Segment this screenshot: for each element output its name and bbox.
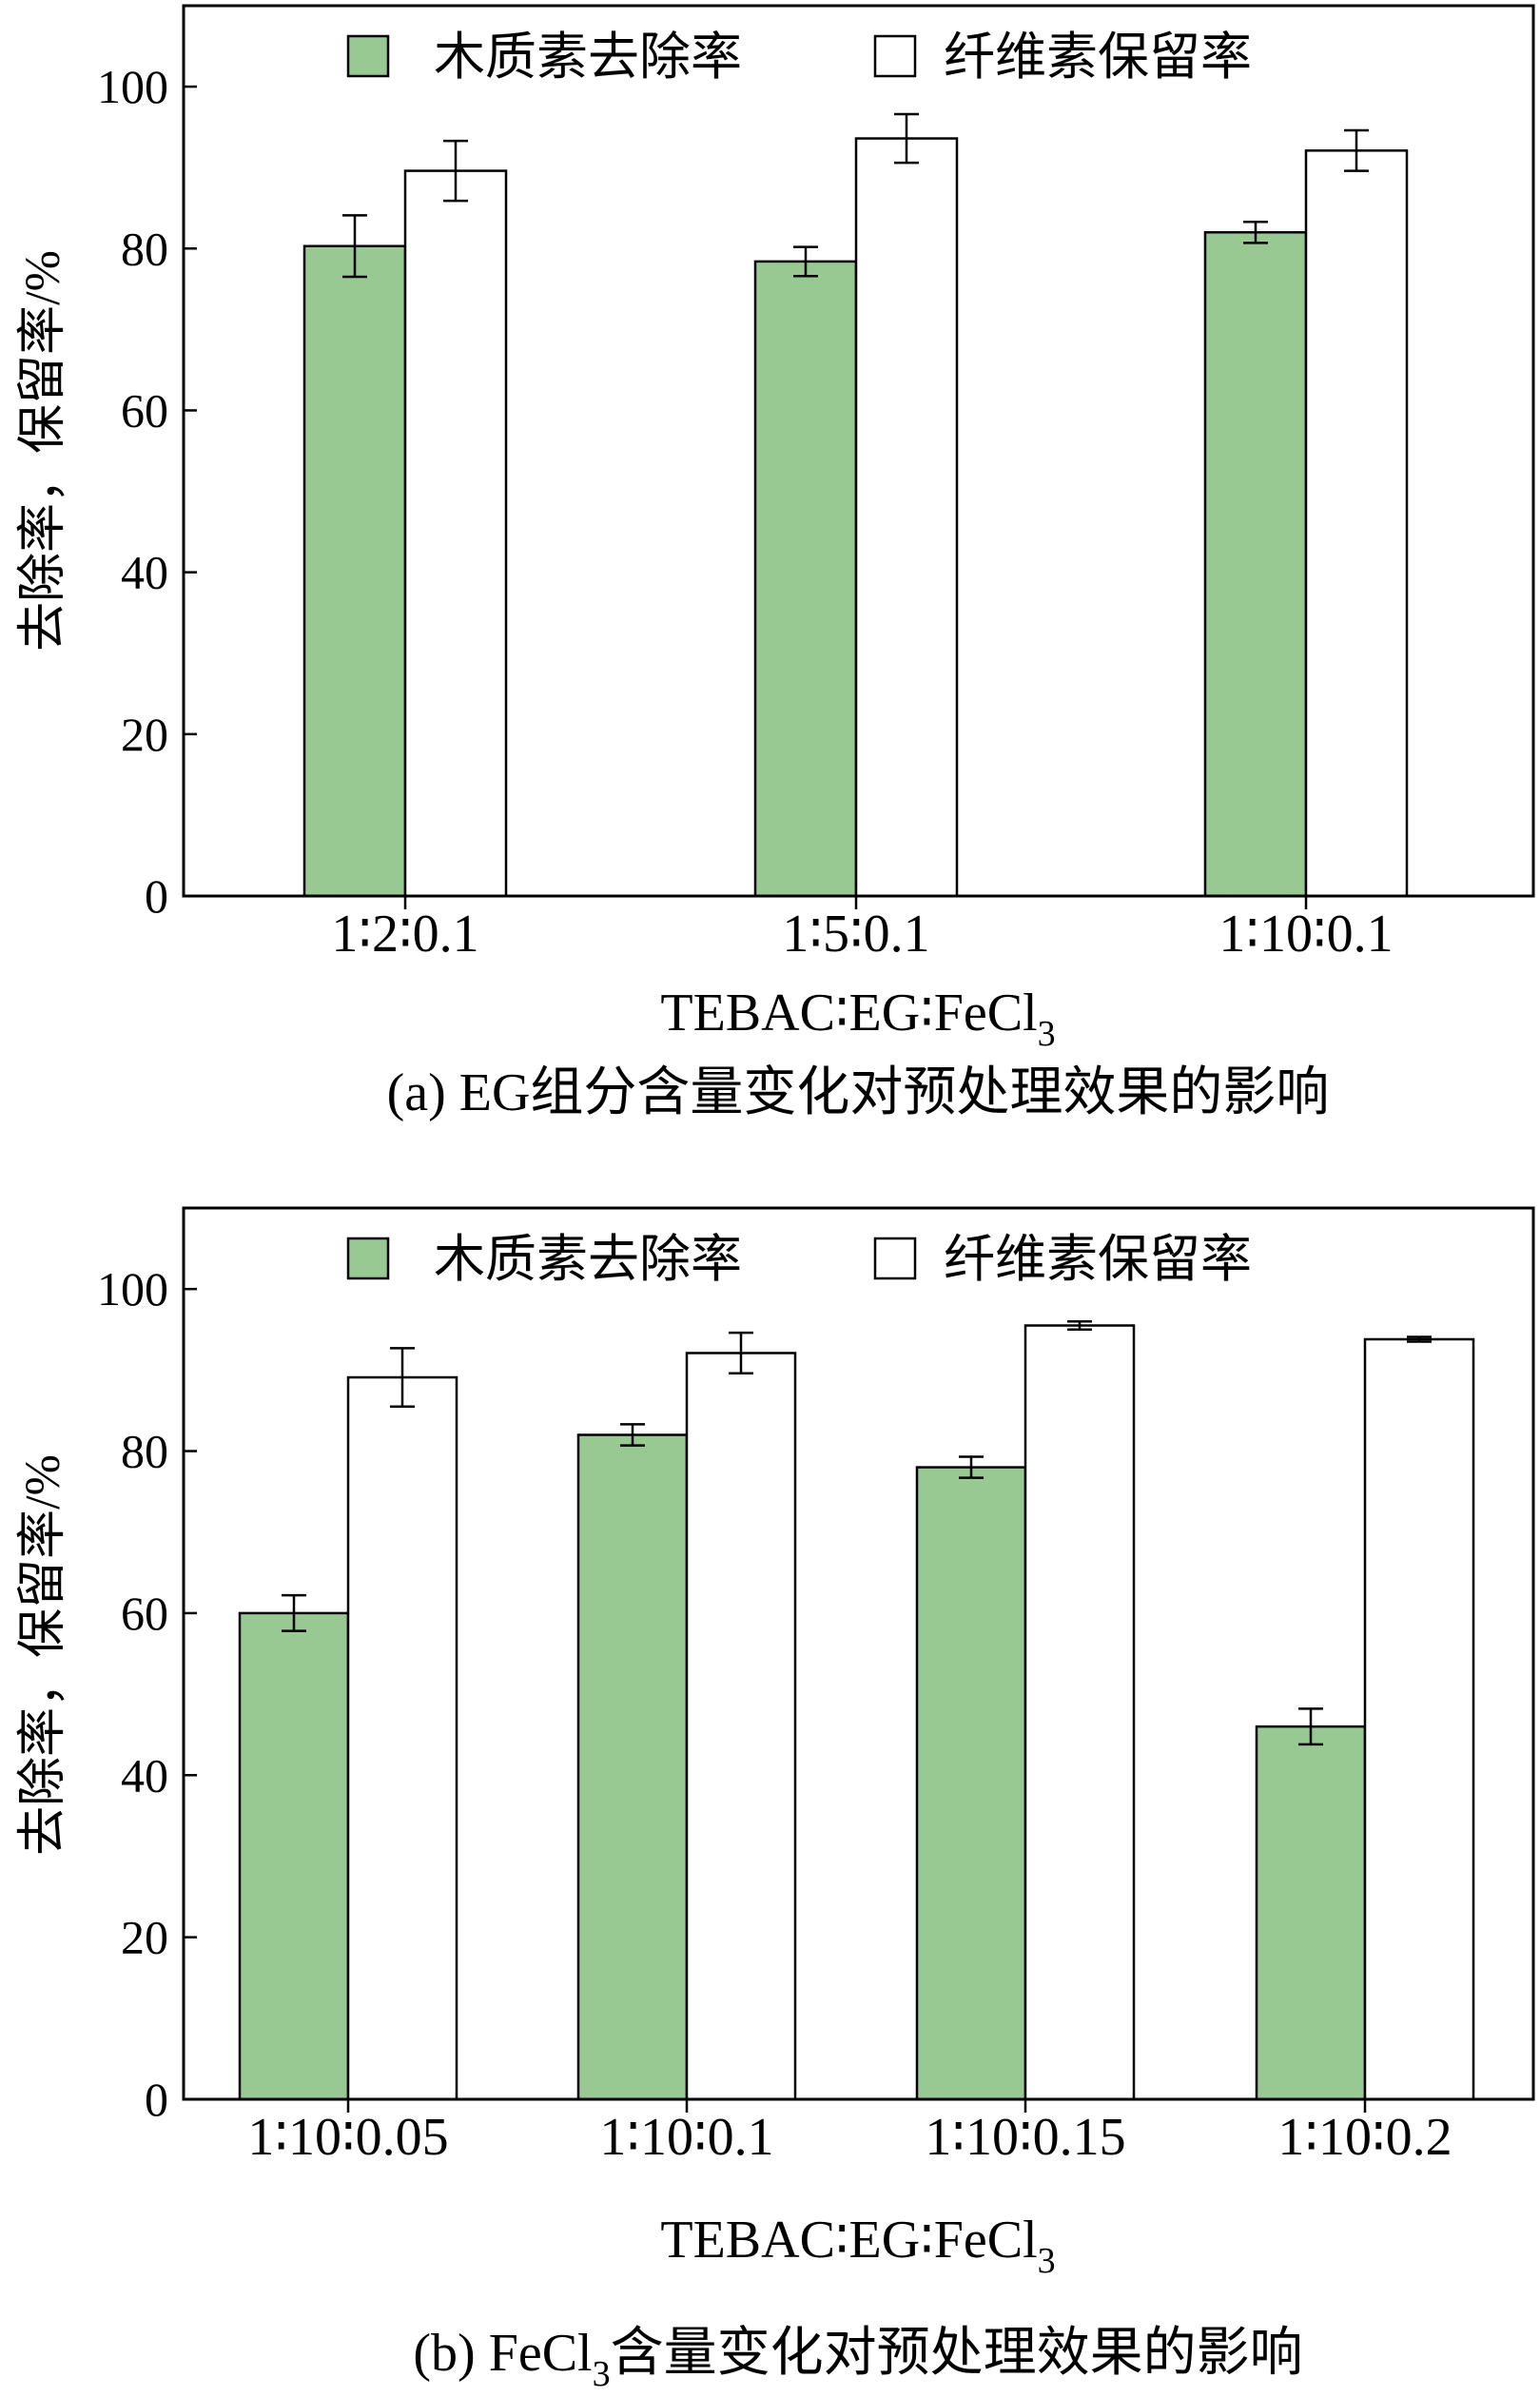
panel-a-errorbar-s0-c1	[793, 245, 818, 278]
panel-b-xtick-label-2: 1∶10∶0.15	[925, 2108, 1125, 2167]
panel-a-errorbar-s1-c0	[443, 139, 468, 203]
panel-b-ytick-label-5: 100	[97, 1262, 168, 1315]
panel-b-xlabel: TEBAC∶EG∶FeCl3	[660, 2211, 1055, 2281]
panel-a-chart: 0 20 40 60 80 100 1∶2∶0.1 1∶5∶0.1 1∶10∶0.1 木质素去除率…	[16, 4, 1535, 1122]
panel-a-bar-s1-c1	[854, 137, 959, 898]
panel-b-xtick-label-1: 1∶10∶0.1	[599, 2108, 773, 2167]
panel-b-legend-label-0: 木质素去除率	[434, 1231, 742, 1288]
panel-a-ytick-label-0: 0	[145, 869, 168, 923]
panel-a-xlabel: TEBAC∶EG∶FeCl3	[660, 984, 1055, 1054]
panel-b-axes-frame	[182, 1206, 1535, 2101]
panel-b-errorbar-s1-c1	[729, 1331, 753, 1375]
panel-a-errorbar-s0-c0	[342, 214, 367, 279]
panel-a-ytick-label-1: 20	[121, 708, 168, 761]
panel-b-bar-s0-c1	[576, 1433, 689, 2101]
panel-a-ytick-label-2: 40	[121, 546, 168, 599]
panel-a-xtick-label-2: 1∶10∶0.1	[1218, 905, 1393, 964]
panel-a-ytick-label-3: 60	[121, 383, 168, 437]
panel-a-xtick-label-1: 1∶5∶0.1	[782, 905, 929, 964]
panel-b-caption: (b) FeCl3含量变化对预处理效果的影响	[413, 2324, 1302, 2394]
panel-a-errorbar-s0-c2	[1243, 220, 1268, 244]
panel-b-ytick-label-0: 0	[145, 2073, 168, 2126]
panel-b-errorbar-s0-c1	[620, 1423, 645, 1447]
panel-b-bar-s1-c0	[346, 1375, 458, 2101]
panel-a-axes-frame	[182, 4, 1535, 898]
panel-b-errorbar-s1-c2	[1067, 1320, 1092, 1332]
panel-a-ytick-label-4: 80	[121, 222, 168, 275]
panel-b-ytick-label-4: 80	[121, 1425, 168, 1478]
panel-a-bar-s0-c2	[1203, 231, 1308, 898]
panel-a-ytick-label-5: 100	[97, 60, 168, 113]
panel-a-bar-s1-c2	[1304, 149, 1409, 898]
panel-b-ytick-label-1: 20	[121, 1911, 168, 1964]
panel-b-bar-s0-c2	[915, 1466, 1027, 2101]
panel-b-legend-swatch-1	[873, 1237, 917, 1280]
panel-a-bar-s1-c0	[403, 169, 508, 898]
panel-b-legend: 木质素去除率 纤维素保留率	[346, 1231, 1252, 1288]
panel-a-bar-s0-c0	[302, 244, 407, 898]
panel-b-chart: 0 20 40 60 80 100 1∶10∶0.05 1∶10∶0.1 1∶10∶0.15 1∶…	[16, 1206, 1535, 2394]
panel-b-legend-label-1: 纤维素保留率	[944, 1231, 1252, 1288]
panel-b-bar-s1-c1	[685, 1352, 797, 2101]
panel-b-ylabel: 去除率，保留率/%	[16, 1454, 70, 1856]
panel-b-bar-s1-c2	[1023, 1324, 1136, 2101]
panel-b-errorbar-s1-c0	[390, 1347, 415, 1408]
panel-a-errorbar-s1-c1	[894, 112, 919, 165]
panel-a-legend: 木质素去除率 纤维素保留率	[346, 29, 1252, 86]
panel-a-errorbar-s1-c2	[1344, 128, 1369, 172]
panel-b-errorbar-s1-c3	[1407, 1335, 1432, 1343]
panel-a-legend-swatch-0	[346, 34, 390, 78]
panel-b-ytick-label-2: 40	[121, 1748, 168, 1802]
panel-b-bar-s1-c3	[1363, 1337, 1475, 2101]
panel-a-legend-label-1: 纤维素保留率	[944, 29, 1252, 86]
panel-a-ylabel: 去除率，保留率/%	[16, 250, 70, 652]
panel-a-legend-label-0: 木质素去除率	[434, 29, 742, 86]
panel-a-xtick-label-0: 1∶2∶0.1	[331, 905, 478, 964]
panel-b-xtick-label-0: 1∶10∶0.05	[247, 2108, 448, 2167]
panel-b-errorbar-s0-c0	[282, 1593, 306, 1632]
panel-b-bar-s0-c3	[1255, 1725, 1367, 2101]
panel-b-ytick-label-3: 60	[121, 1587, 168, 1640]
panel-b-xtick-label-3: 1∶10∶0.2	[1277, 2108, 1452, 2167]
panel-b-errorbar-s0-c2	[959, 1455, 984, 1479]
panel-b-errorbar-s0-c3	[1298, 1707, 1323, 1746]
panel-a-bar-s0-c1	[753, 260, 858, 898]
panel-b-legend-swatch-0	[346, 1237, 390, 1280]
panel-a-legend-swatch-1	[873, 34, 917, 78]
panel-a-caption: (a) EG组分含量变化对预处理效果的影响	[387, 1063, 1330, 1122]
panel-b-bar-s0-c0	[238, 1611, 350, 2101]
